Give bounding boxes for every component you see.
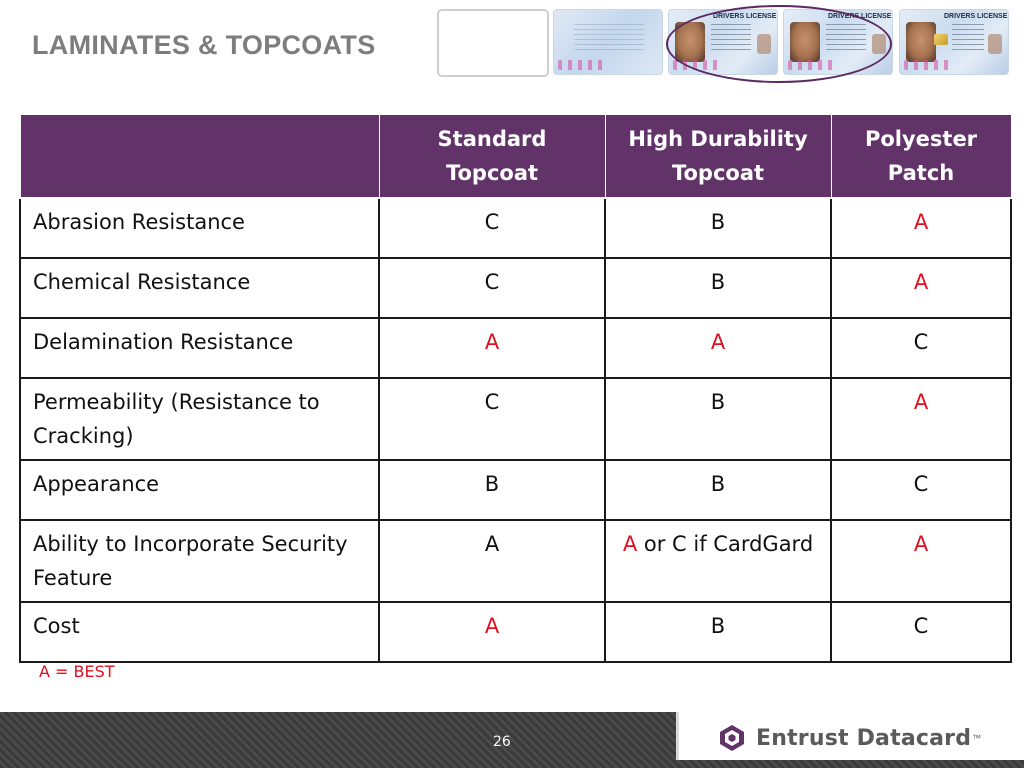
id-card-image (553, 9, 663, 75)
grade-cell: A or C if CardGard (604, 519, 832, 603)
card-pattern (558, 60, 608, 70)
grade-cell: A (378, 317, 606, 379)
card-lines (952, 24, 984, 54)
table-row: Delamination Resistance A A C (19, 317, 1012, 379)
card-pattern (904, 60, 954, 70)
blank-card-image (437, 9, 549, 77)
table-row: Chemical Resistance C B A (19, 257, 1012, 319)
smart-chip-icon (934, 34, 948, 45)
grade-cell: A (830, 519, 1012, 603)
row-label: Ability to Incorporate Security Feature (19, 519, 380, 603)
table-header-cell: Polyester Patch (830, 114, 1012, 199)
comparison-table: Standard Topcoat High Durability Topcoat… (19, 114, 1012, 663)
card-header: DRIVERS LICENSE (944, 13, 1008, 20)
brand-name: Entrust Datacard (756, 725, 972, 751)
best-grade-text: A (622, 532, 638, 556)
footer-strip (0, 760, 1024, 768)
row-label: Permeability (Resistance to Cracking) (19, 377, 380, 461)
grade-cell: B (604, 377, 832, 461)
highlight-ellipse (666, 5, 892, 83)
brand-logo: Entrust Datacard ™ (718, 720, 981, 756)
grade-cell: A (378, 519, 606, 603)
row-label: Delamination Resistance (19, 317, 380, 379)
grade-cell: B (604, 459, 832, 521)
row-label: Appearance (19, 459, 380, 521)
card-ghost-photo (988, 34, 1002, 54)
card-lines (574, 24, 644, 54)
grade-cell: A (830, 197, 1012, 259)
row-label: Cost (19, 601, 380, 663)
table-header-cell: High Durability Topcoat (604, 114, 832, 199)
grade-cell: B (604, 257, 832, 319)
grade-cell: C (830, 459, 1012, 521)
trademark-symbol: ™ (972, 733, 982, 743)
footer-bar (0, 712, 676, 760)
grade-cell: C (830, 317, 1012, 379)
grade-legend: A = BEST (39, 662, 115, 681)
table-row: Ability to Incorporate Security Feature … (19, 519, 1012, 603)
grade-cell: C (830, 601, 1012, 663)
grade-cell: A (830, 377, 1012, 461)
id-card-strip: DRIVERS LICENSE DRIVERS LICENSE DRIVERS … (437, 5, 1012, 83)
grade-cell: A (830, 257, 1012, 319)
table-header-cell (19, 114, 380, 199)
grade-cell: C (378, 377, 606, 461)
table-row: Appearance B B C (19, 459, 1012, 521)
row-label: Chemical Resistance (19, 257, 380, 319)
table-header-row: Standard Topcoat High Durability Topcoat… (19, 114, 1012, 199)
grade-cell: A (378, 601, 606, 663)
slide-title: LAMINATES & TOPCOATS (32, 30, 376, 60)
grade-cell: A (604, 317, 832, 379)
row-label: Abrasion Resistance (19, 197, 380, 259)
grade-cell: B (604, 197, 832, 259)
table-row: Cost A B C (19, 601, 1012, 663)
grade-cell: B (604, 601, 832, 663)
page-number: 26 (493, 734, 511, 750)
table-row: Abrasion Resistance C B A (19, 197, 1012, 259)
grade-cell: B (378, 459, 606, 521)
grade-cell: C (378, 257, 606, 319)
table-row: Permeability (Resistance to Cracking) C … (19, 377, 1012, 461)
id-card-image: DRIVERS LICENSE (899, 9, 1009, 75)
hexagon-logo-icon (720, 725, 744, 751)
card-photo (906, 22, 936, 62)
grade-cell: C (378, 197, 606, 259)
table-header-cell: Standard Topcoat (378, 114, 606, 199)
